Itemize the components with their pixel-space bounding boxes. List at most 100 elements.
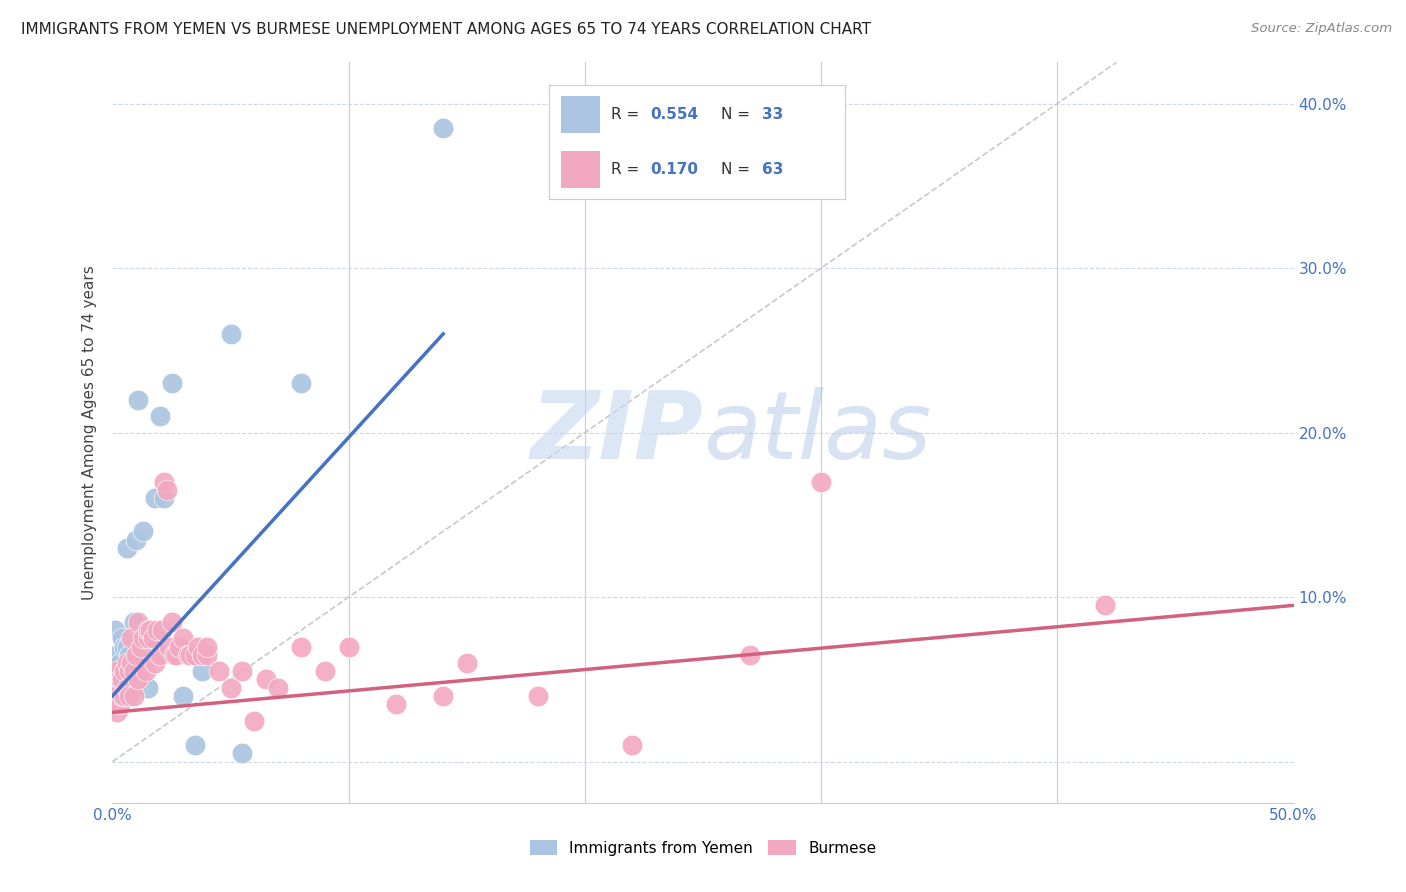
Point bbox=[191, 664, 214, 678]
Point bbox=[267, 681, 290, 695]
Point bbox=[127, 615, 149, 629]
Point bbox=[526, 689, 548, 703]
Point bbox=[136, 623, 159, 637]
Point bbox=[385, 697, 408, 711]
Point bbox=[112, 689, 135, 703]
Point bbox=[290, 640, 312, 654]
Point bbox=[142, 632, 165, 646]
Point bbox=[122, 615, 145, 629]
Point bbox=[337, 640, 360, 654]
Point bbox=[136, 632, 159, 646]
Point bbox=[165, 648, 187, 662]
Point bbox=[219, 681, 242, 695]
Point bbox=[111, 689, 134, 703]
Point bbox=[1094, 599, 1116, 613]
Point bbox=[184, 648, 207, 662]
Point bbox=[254, 673, 277, 687]
Point bbox=[118, 689, 141, 703]
Legend: Immigrants from Yemen, Burmese: Immigrants from Yemen, Burmese bbox=[523, 834, 883, 862]
Point bbox=[105, 673, 128, 687]
Point bbox=[740, 648, 762, 662]
Point bbox=[120, 681, 142, 695]
Point bbox=[172, 632, 194, 646]
Point bbox=[136, 681, 159, 695]
Point bbox=[112, 664, 135, 678]
Point bbox=[219, 326, 242, 341]
Point bbox=[191, 648, 214, 662]
Point bbox=[432, 689, 454, 703]
Text: Source: ZipAtlas.com: Source: ZipAtlas.com bbox=[1251, 22, 1392, 36]
Point bbox=[122, 689, 145, 703]
Point bbox=[115, 681, 138, 695]
Point bbox=[456, 656, 478, 670]
Point bbox=[157, 640, 180, 654]
Point bbox=[156, 483, 179, 498]
Point bbox=[125, 533, 148, 547]
Point bbox=[195, 648, 218, 662]
Point bbox=[810, 475, 832, 489]
Point bbox=[112, 640, 135, 654]
Point bbox=[160, 376, 183, 391]
Point bbox=[143, 491, 166, 506]
Point bbox=[129, 640, 152, 654]
Text: IMMIGRANTS FROM YEMEN VS BURMESE UNEMPLOYMENT AMONG AGES 65 TO 74 YEARS CORRELAT: IMMIGRANTS FROM YEMEN VS BURMESE UNEMPLO… bbox=[21, 22, 872, 37]
Point bbox=[172, 689, 194, 703]
Point bbox=[208, 664, 231, 678]
Point bbox=[314, 664, 336, 678]
Point bbox=[108, 673, 131, 687]
Point bbox=[135, 664, 157, 678]
Point bbox=[127, 673, 149, 687]
Point bbox=[105, 706, 128, 720]
Point bbox=[105, 648, 128, 662]
Point bbox=[231, 664, 253, 678]
Point bbox=[231, 747, 253, 761]
Text: ZIP: ZIP bbox=[530, 386, 703, 479]
Point bbox=[186, 640, 208, 654]
Point bbox=[129, 673, 152, 687]
Point bbox=[111, 632, 134, 646]
Point bbox=[195, 640, 218, 654]
Point bbox=[243, 714, 266, 728]
Point bbox=[111, 673, 134, 687]
Point bbox=[432, 121, 454, 136]
Point bbox=[118, 664, 141, 678]
Point bbox=[146, 623, 169, 637]
Point bbox=[132, 524, 155, 539]
Point bbox=[104, 689, 127, 703]
Point bbox=[179, 648, 201, 662]
Point bbox=[115, 541, 138, 555]
Point bbox=[153, 475, 176, 489]
Point bbox=[104, 623, 127, 637]
Point bbox=[112, 664, 135, 678]
Point bbox=[120, 656, 142, 670]
Point bbox=[127, 392, 149, 407]
Point bbox=[149, 409, 172, 424]
Point bbox=[115, 640, 138, 654]
Point bbox=[120, 632, 142, 646]
Y-axis label: Unemployment Among Ages 65 to 74 years: Unemployment Among Ages 65 to 74 years bbox=[82, 265, 97, 600]
Point bbox=[163, 648, 186, 662]
Point bbox=[290, 376, 312, 391]
Point bbox=[118, 664, 141, 678]
Point bbox=[621, 738, 644, 752]
Point bbox=[153, 491, 176, 506]
Point bbox=[184, 738, 207, 752]
Point bbox=[118, 648, 141, 662]
Point bbox=[150, 623, 173, 637]
Point bbox=[108, 697, 131, 711]
Point bbox=[111, 664, 134, 678]
Point bbox=[108, 673, 131, 687]
Point bbox=[139, 623, 162, 637]
Point bbox=[177, 648, 200, 662]
Point bbox=[160, 615, 183, 629]
Point bbox=[122, 664, 145, 678]
Point bbox=[115, 656, 138, 670]
Text: atlas: atlas bbox=[703, 387, 931, 478]
Point bbox=[112, 681, 135, 695]
Point bbox=[143, 656, 166, 670]
Point bbox=[108, 656, 131, 670]
Point bbox=[105, 664, 128, 678]
Point bbox=[120, 673, 142, 687]
Point bbox=[132, 632, 155, 646]
Point bbox=[167, 640, 190, 654]
